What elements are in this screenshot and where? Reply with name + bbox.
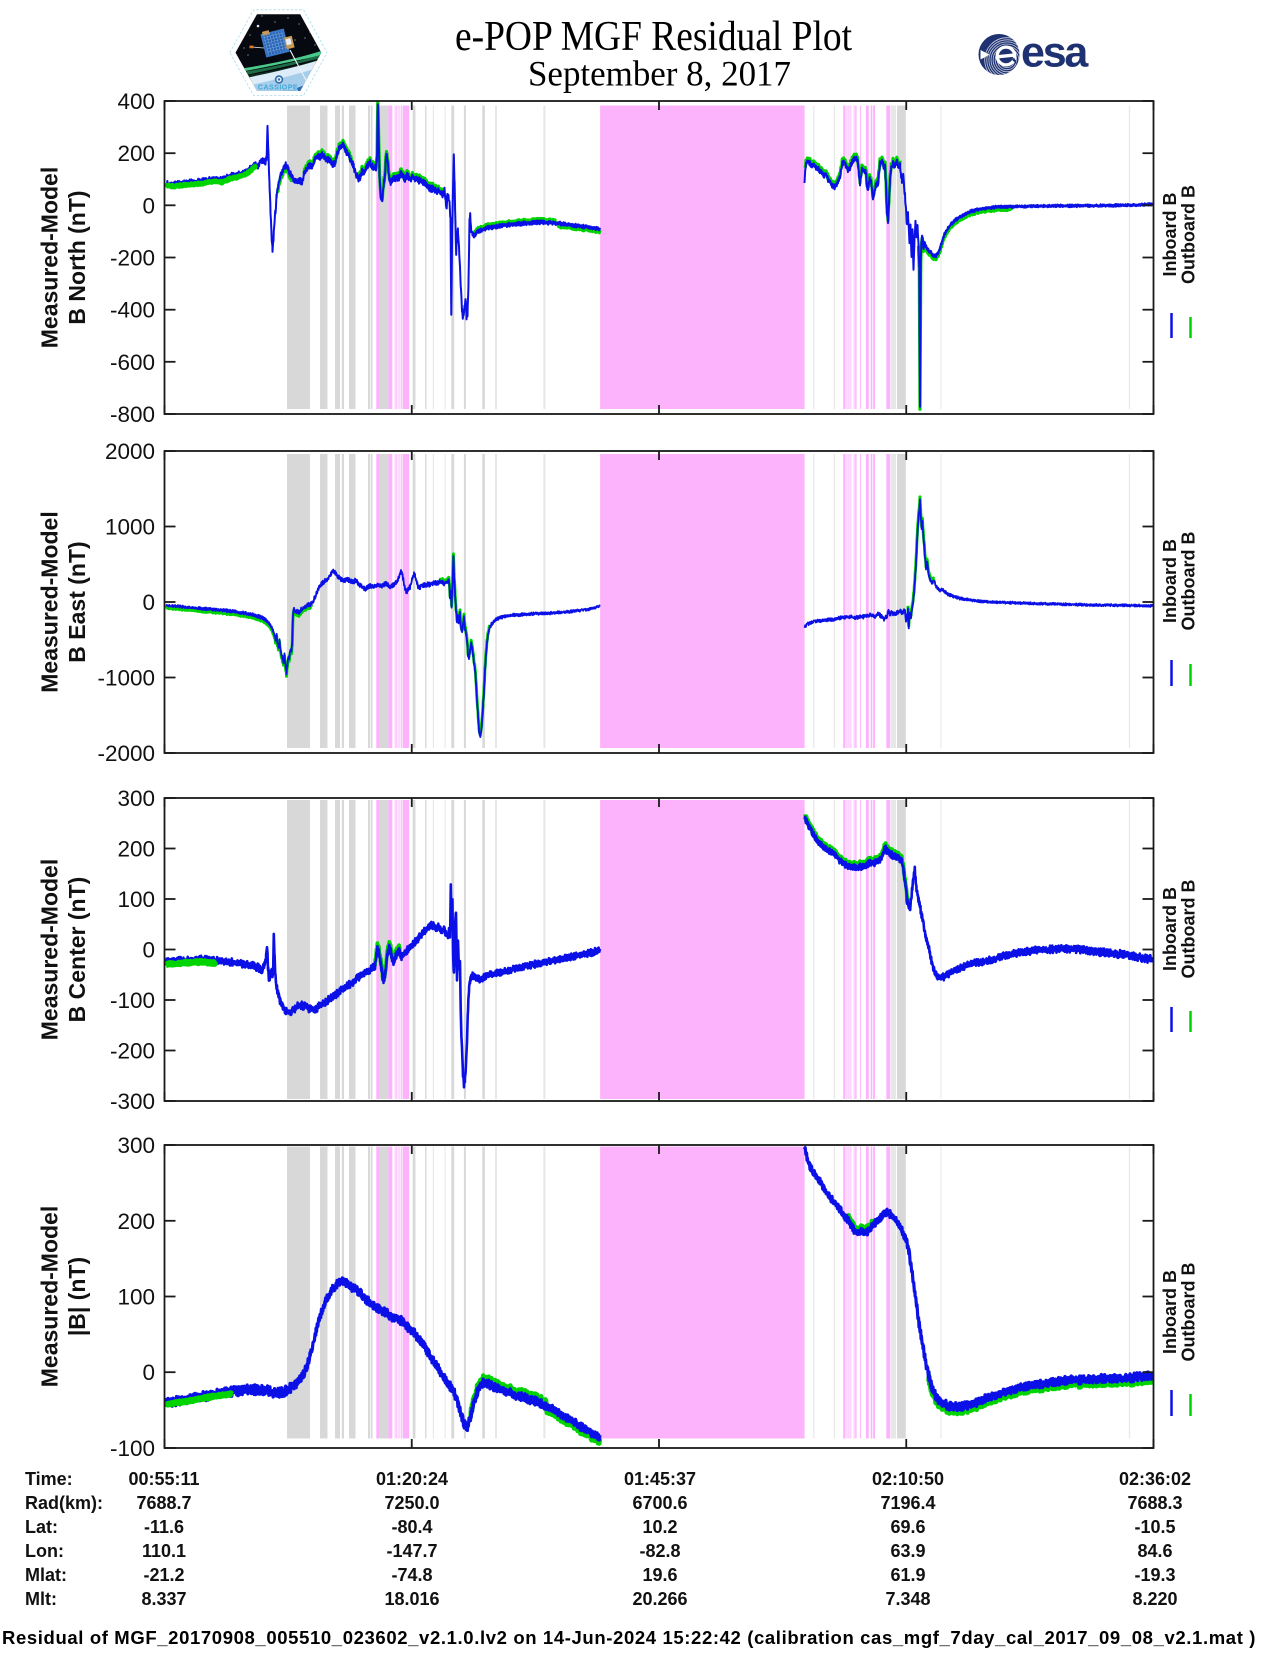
svg-text:esa: esa	[1021, 29, 1089, 77]
svg-text:Measured-Model: Measured-Model	[37, 511, 63, 692]
svg-text:110.1: 110.1	[142, 1541, 186, 1561]
svg-text:Outboard B: Outboard B	[1179, 1263, 1199, 1362]
svg-text:Lat:: Lat:	[25, 1517, 58, 1537]
svg-text:Measured-Model: Measured-Model	[37, 859, 63, 1040]
svg-text:-300: -300	[110, 1089, 155, 1114]
svg-text:0: 0	[142, 193, 155, 218]
svg-text:00:55:11: 00:55:11	[128, 1469, 199, 1489]
svg-text:B Center (nT): B Center (nT)	[64, 877, 90, 1023]
svg-text:7250.0: 7250.0	[384, 1493, 439, 1513]
svg-text:02:36:02: 02:36:02	[1119, 1469, 1191, 1489]
svg-text:-10.5: -10.5	[1134, 1517, 1175, 1537]
svg-text:-2000: -2000	[97, 741, 155, 766]
svg-text:63.9: 63.9	[890, 1541, 925, 1561]
svg-text:1000: 1000	[105, 515, 155, 540]
svg-text:61.9: 61.9	[890, 1565, 925, 1585]
svg-text:Outboard B: Outboard B	[1179, 880, 1199, 979]
svg-text:Outboard B: Outboard B	[1179, 532, 1199, 631]
svg-text:100: 100	[117, 1285, 155, 1310]
svg-text:Inboard B: Inboard B	[1160, 887, 1180, 971]
svg-text:6700.6: 6700.6	[632, 1493, 687, 1513]
svg-text:7196.4: 7196.4	[880, 1493, 935, 1513]
svg-text:Inboard B: Inboard B	[1160, 539, 1180, 623]
svg-text:-19.3: -19.3	[1134, 1565, 1175, 1585]
svg-text:Mlat:: Mlat:	[25, 1565, 67, 1585]
svg-text:84.6: 84.6	[1137, 1541, 1172, 1561]
svg-text:300: 300	[117, 786, 155, 811]
svg-text:19.6: 19.6	[642, 1565, 677, 1585]
svg-text:7688.7: 7688.7	[136, 1493, 191, 1513]
svg-text:-21.2: -21.2	[143, 1565, 184, 1585]
svg-text:0: 0	[142, 590, 155, 615]
svg-text:-74.8: -74.8	[391, 1565, 432, 1585]
svg-text:8.337: 8.337	[141, 1589, 186, 1609]
svg-text:0: 0	[142, 938, 155, 963]
svg-text:-800: -800	[110, 402, 155, 427]
svg-text:69.6: 69.6	[890, 1517, 925, 1537]
svg-text:-200: -200	[110, 246, 155, 271]
svg-text:Inboard B: Inboard B	[1160, 193, 1180, 277]
svg-text:B East (nT): B East (nT)	[64, 541, 90, 662]
svg-text:|B| (nT): |B| (nT)	[64, 1257, 90, 1336]
svg-text:300: 300	[117, 1133, 155, 1158]
svg-text:-200: -200	[110, 1039, 155, 1064]
svg-text:400: 400	[117, 89, 155, 114]
svg-text:-100: -100	[110, 1436, 155, 1461]
svg-text:-400: -400	[110, 298, 155, 323]
svg-text:-100: -100	[110, 988, 155, 1013]
svg-text:7688.3: 7688.3	[1127, 1493, 1182, 1513]
svg-text:Time:: Time:	[25, 1469, 73, 1489]
svg-text:Rad(km):: Rad(km):	[25, 1493, 103, 1513]
svg-text:Outboard B: Outboard B	[1179, 185, 1199, 284]
svg-text:-11.6: -11.6	[144, 1517, 184, 1537]
svg-text:0: 0	[142, 1360, 155, 1385]
svg-text:-82.8: -82.8	[639, 1541, 680, 1561]
svg-text:Measured-Model: Measured-Model	[37, 1206, 63, 1387]
svg-text:-147.7: -147.7	[386, 1541, 437, 1561]
svg-text:Mlt:: Mlt:	[25, 1589, 57, 1609]
svg-text:7.348: 7.348	[885, 1589, 930, 1609]
svg-text:B North (nT): B North (nT)	[64, 190, 90, 324]
svg-text:-80.4: -80.4	[391, 1517, 432, 1537]
svg-text:01:20:24: 01:20:24	[376, 1469, 448, 1489]
svg-text:100: 100	[117, 887, 155, 912]
svg-text:200: 200	[117, 837, 155, 862]
svg-text:18.016: 18.016	[384, 1589, 439, 1609]
svg-text:Residual of MGF_20170908_00551: Residual of MGF_20170908_005510_023602_v…	[2, 1627, 1256, 1648]
svg-text:CASSIOPE: CASSIOPE	[258, 85, 298, 92]
svg-text:2000: 2000	[105, 439, 155, 464]
svg-text:e-POP MGF Residual Plot: e-POP MGF Residual Plot	[455, 14, 852, 60]
svg-text:-600: -600	[110, 350, 155, 375]
svg-text:8.220: 8.220	[1132, 1589, 1177, 1609]
svg-text:Measured-Model: Measured-Model	[37, 167, 63, 348]
svg-text:01:45:37: 01:45:37	[624, 1469, 696, 1489]
svg-text:10.2: 10.2	[642, 1517, 677, 1537]
svg-text:200: 200	[117, 141, 155, 166]
svg-text:20.266: 20.266	[632, 1589, 687, 1609]
svg-text:-1000: -1000	[97, 666, 155, 691]
svg-text:September 8, 2017: September 8, 2017	[528, 54, 791, 94]
svg-text:02:10:50: 02:10:50	[872, 1469, 944, 1489]
svg-text:Inboard B: Inboard B	[1160, 1270, 1180, 1354]
svg-text:200: 200	[117, 1209, 155, 1234]
svg-text:Lon:: Lon:	[25, 1541, 64, 1561]
